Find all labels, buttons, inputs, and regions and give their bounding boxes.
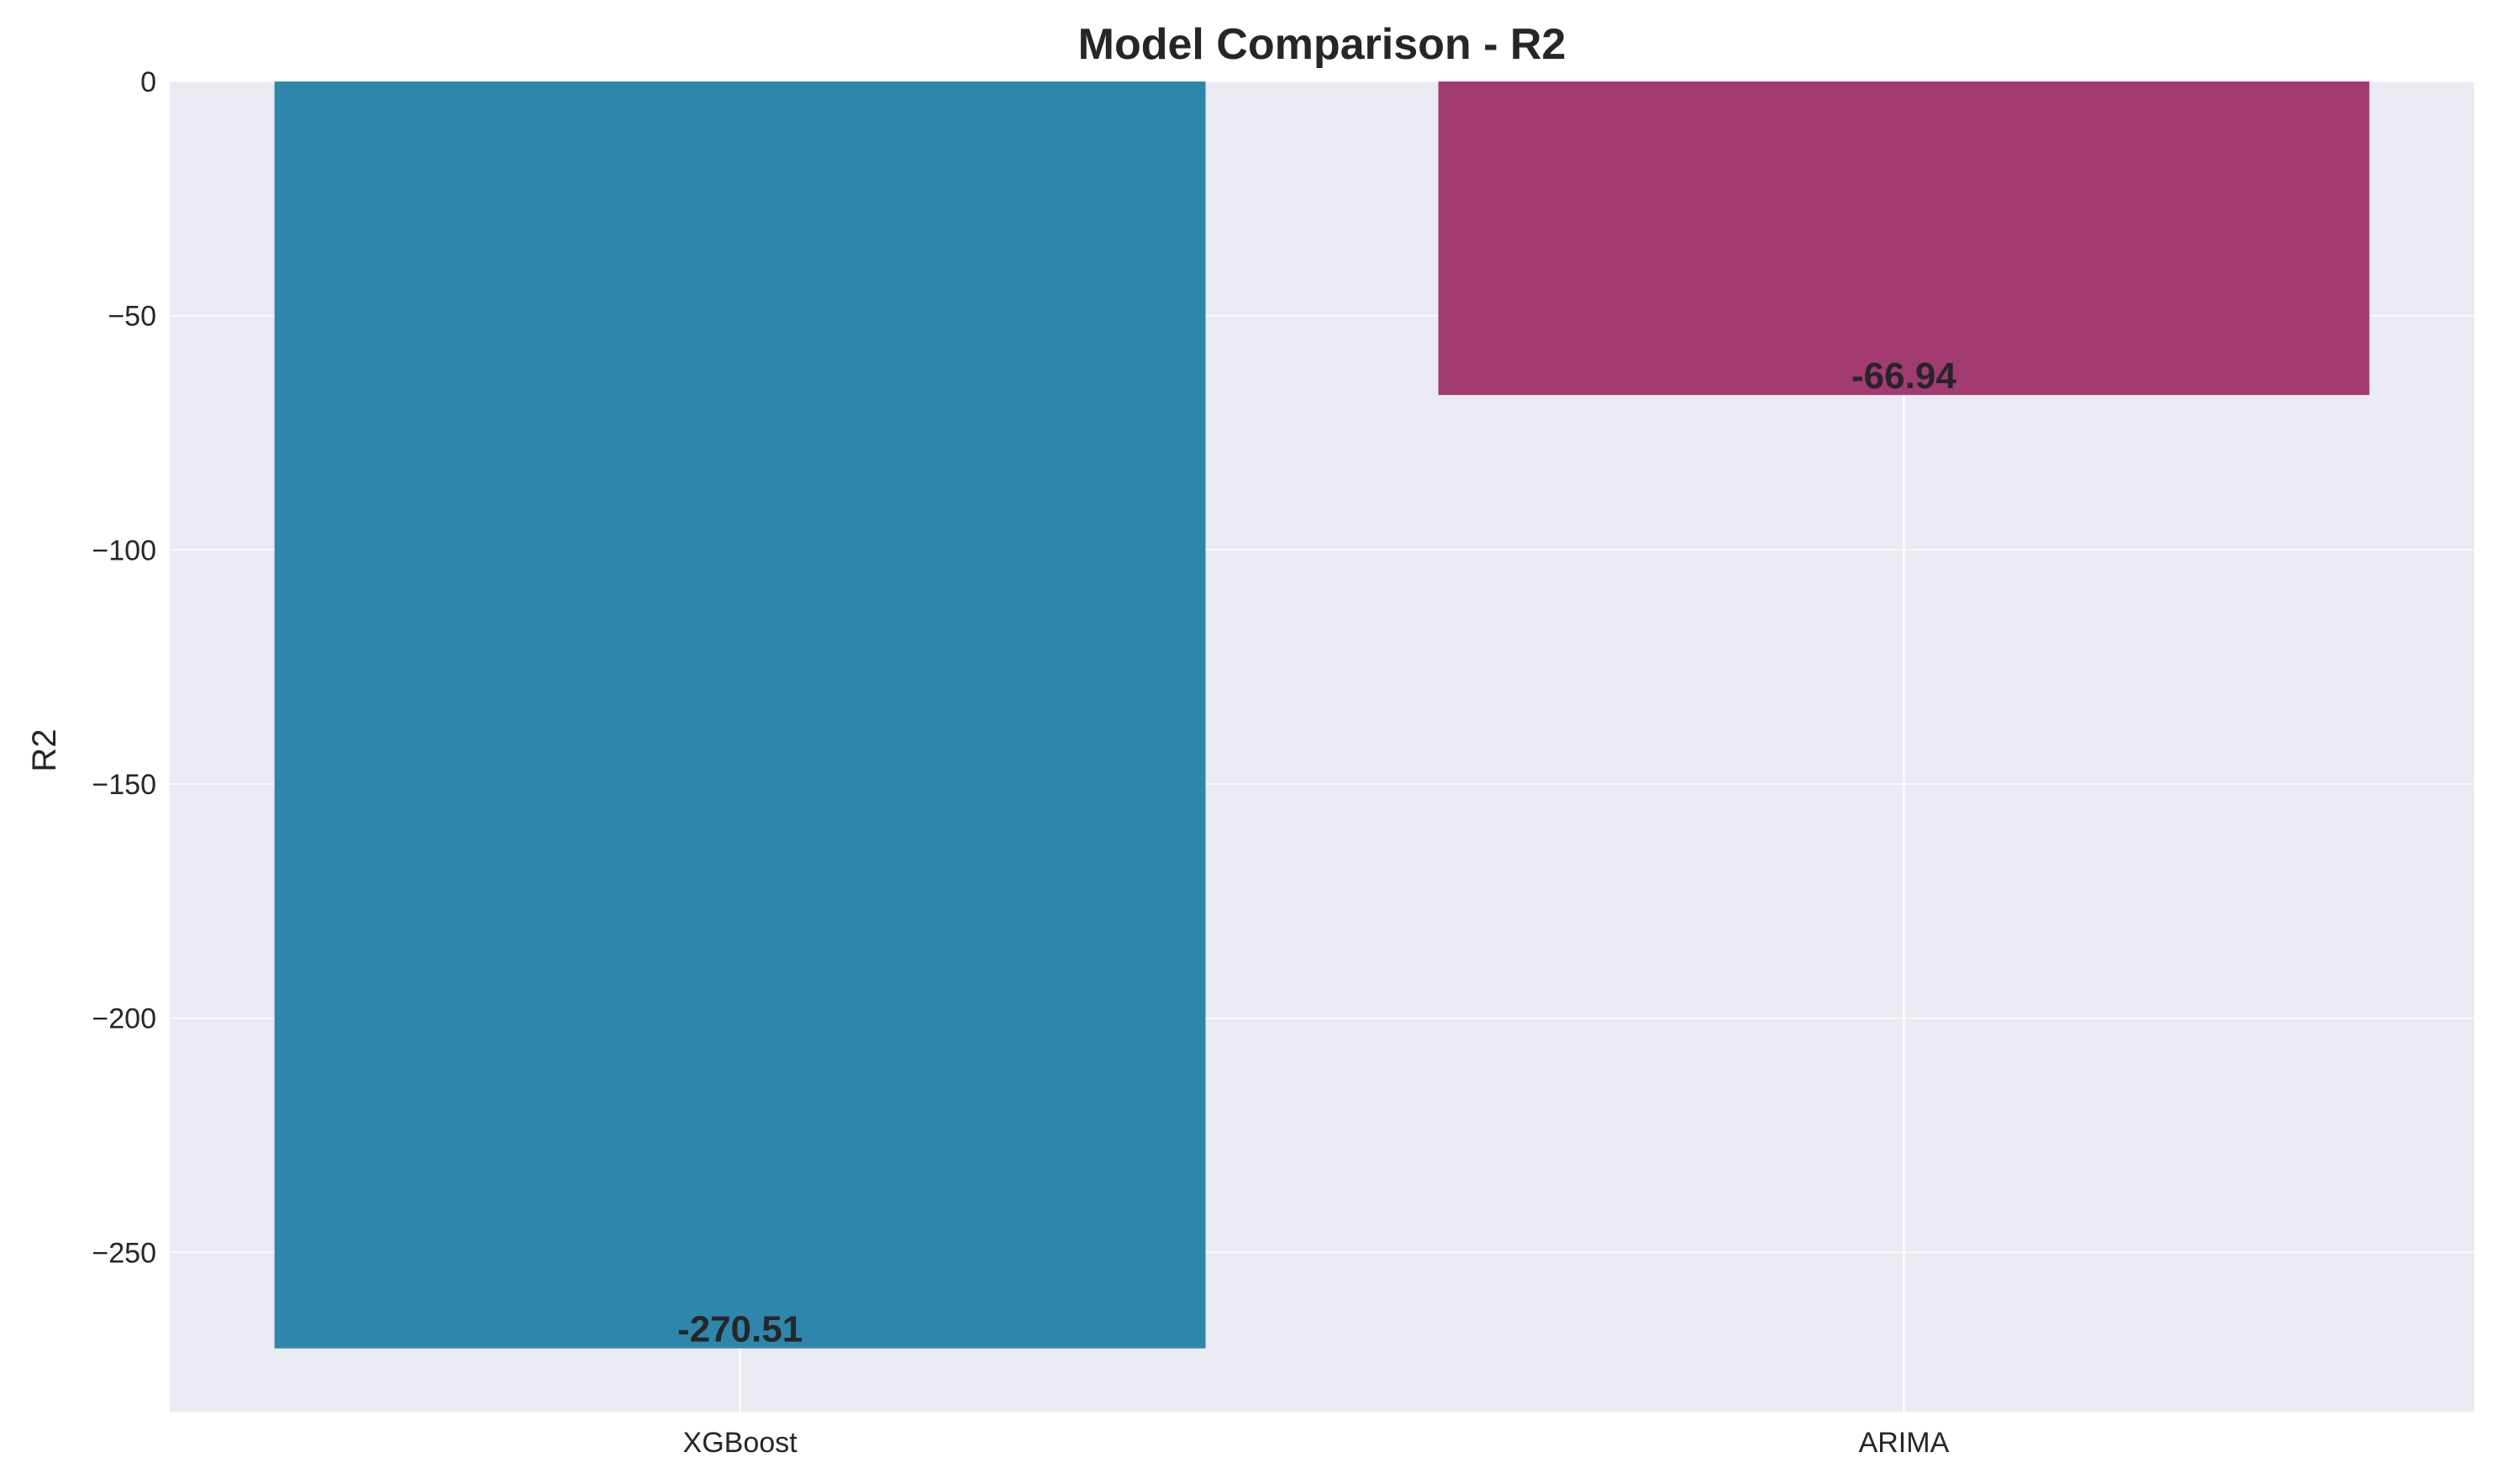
x-tick-label: ARIMA: [1859, 1427, 1950, 1459]
y-axis-label: R2: [26, 729, 63, 771]
y-tick-label: −150: [92, 769, 156, 801]
x-tick-label: XGBoost: [683, 1427, 798, 1459]
bars: [274, 82, 2370, 1349]
y-tick-label: −200: [92, 1003, 156, 1035]
bar-xgboost: [274, 82, 1206, 1349]
x-tick-labels: XGBoost ARIMA: [683, 1427, 1950, 1459]
y-tick-label: 0: [140, 66, 156, 98]
bar-value-label: -66.94: [1851, 355, 1956, 397]
bar-value-label: -270.51: [677, 1309, 803, 1350]
bar-value-labels: -270.51 -66.94: [677, 355, 1956, 1350]
chart-title: Model Comparison - R2: [1078, 20, 1567, 69]
y-tick-label: −50: [108, 301, 156, 333]
y-tick-label: −100: [92, 534, 156, 566]
bar-arima: [1438, 82, 2370, 396]
y-tick-label: −250: [92, 1237, 156, 1269]
y-tick-labels: 0 −50 −100 −150 −200 −250: [92, 66, 156, 1269]
